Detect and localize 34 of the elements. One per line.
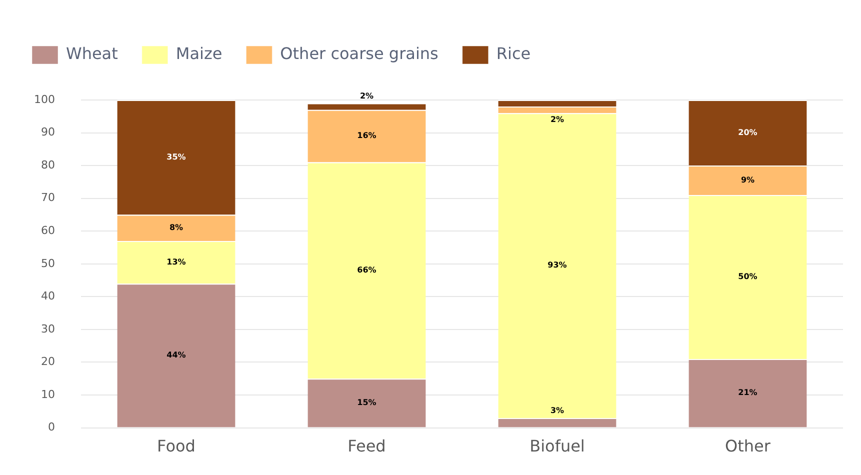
legend-label: Wheat: [66, 44, 118, 64]
y-tick-label: 30: [40, 322, 55, 336]
data-label: 50%: [738, 272, 758, 282]
x-tick-label: Other: [725, 436, 771, 456]
y-tick-label: 50: [40, 256, 55, 270]
data-label: 15%: [357, 398, 376, 408]
legend-label: Other coarse grains: [280, 44, 438, 64]
data-label: 9%: [740, 175, 755, 184]
data-label: 35%: [166, 152, 186, 162]
y-tick-label: 60: [40, 224, 55, 237]
y-tick-label: 40: [40, 290, 55, 303]
y-tick-label: 80: [40, 158, 55, 172]
y-tick-label: 10: [40, 388, 55, 401]
data-label: 44%: [166, 350, 186, 360]
data-label: 20%: [738, 128, 758, 137]
y-tick-label: 20: [40, 355, 55, 368]
x-tick-label: Food: [157, 436, 196, 456]
legend-label: Rice: [496, 44, 531, 64]
data-label: 21%: [738, 388, 758, 398]
legend-label: Maize: [176, 44, 222, 64]
y-tick-label: 90: [40, 126, 55, 139]
data-label: 66%: [357, 266, 376, 275]
data-label: 2%: [550, 115, 564, 124]
y-tick-label: 100: [34, 92, 55, 106]
data-label: 3%: [550, 406, 564, 416]
x-tick-label: Biofuel: [530, 436, 585, 456]
data-label: 16%: [357, 131, 376, 140]
y-tick-label: 0: [48, 420, 55, 434]
data-label: 93%: [548, 260, 567, 270]
data-label: 8%: [169, 222, 184, 232]
x-tick-label: Feed: [348, 436, 386, 456]
data-label: 13%: [166, 257, 186, 266]
y-tick-label: 70: [40, 191, 55, 204]
data-label: 2%: [360, 91, 374, 100]
